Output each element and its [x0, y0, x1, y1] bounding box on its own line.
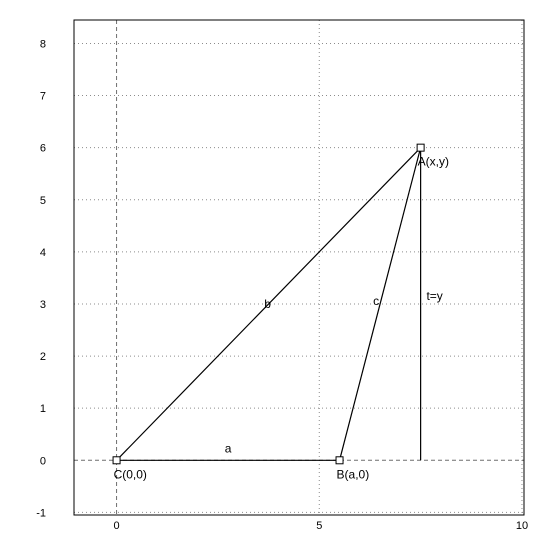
y-tick-label: 0 — [40, 455, 46, 467]
plot-frame — [73, 19, 525, 516]
segment-label-b: b — [264, 297, 271, 311]
y-tick-label: 1 — [40, 403, 46, 415]
x-tick-label: 0 — [114, 520, 120, 532]
segment-label-a: a — [225, 441, 232, 455]
vertex-markers — [112, 143, 425, 465]
x-tick-label: 10 — [516, 520, 528, 532]
vertex-label-C: C(0,0) — [114, 467, 147, 481]
segment-B-A — [338, 147, 422, 461]
y-tick-label: 3 — [40, 299, 46, 311]
zero-axes — [74, 20, 524, 515]
y-tick-label: 7 — [40, 91, 46, 103]
segment-label-t=y: t=y — [426, 289, 442, 303]
labels: a b c t=y C(0,0) B(a,0) A(x,y) — [114, 155, 449, 482]
segment-label-c: c — [373, 294, 379, 308]
grid-lines — [74, 20, 524, 515]
x-tick-label: 5 — [316, 520, 322, 532]
vertex-label-A: A(x,y) — [418, 155, 449, 169]
segment-C-A — [116, 147, 422, 461]
y-tick-label: 5 — [40, 195, 46, 207]
y-tick-label: 2 — [40, 351, 46, 363]
tick-labels: 0 5 10 -1 0 1 2 3 4 5 6 7 8 — [36, 38, 528, 532]
triangle-segments — [116, 147, 422, 461]
vertex-marker-B — [335, 456, 344, 465]
y-tick-label: 6 — [40, 143, 46, 155]
vertex-marker-A — [416, 143, 425, 152]
vertex-marker-C — [112, 456, 121, 465]
y-tick-label: -1 — [36, 507, 46, 519]
y-tick-label: 4 — [40, 247, 46, 259]
y-tick-label: 8 — [40, 38, 46, 50]
vertex-label-B: B(a,0) — [337, 467, 370, 481]
